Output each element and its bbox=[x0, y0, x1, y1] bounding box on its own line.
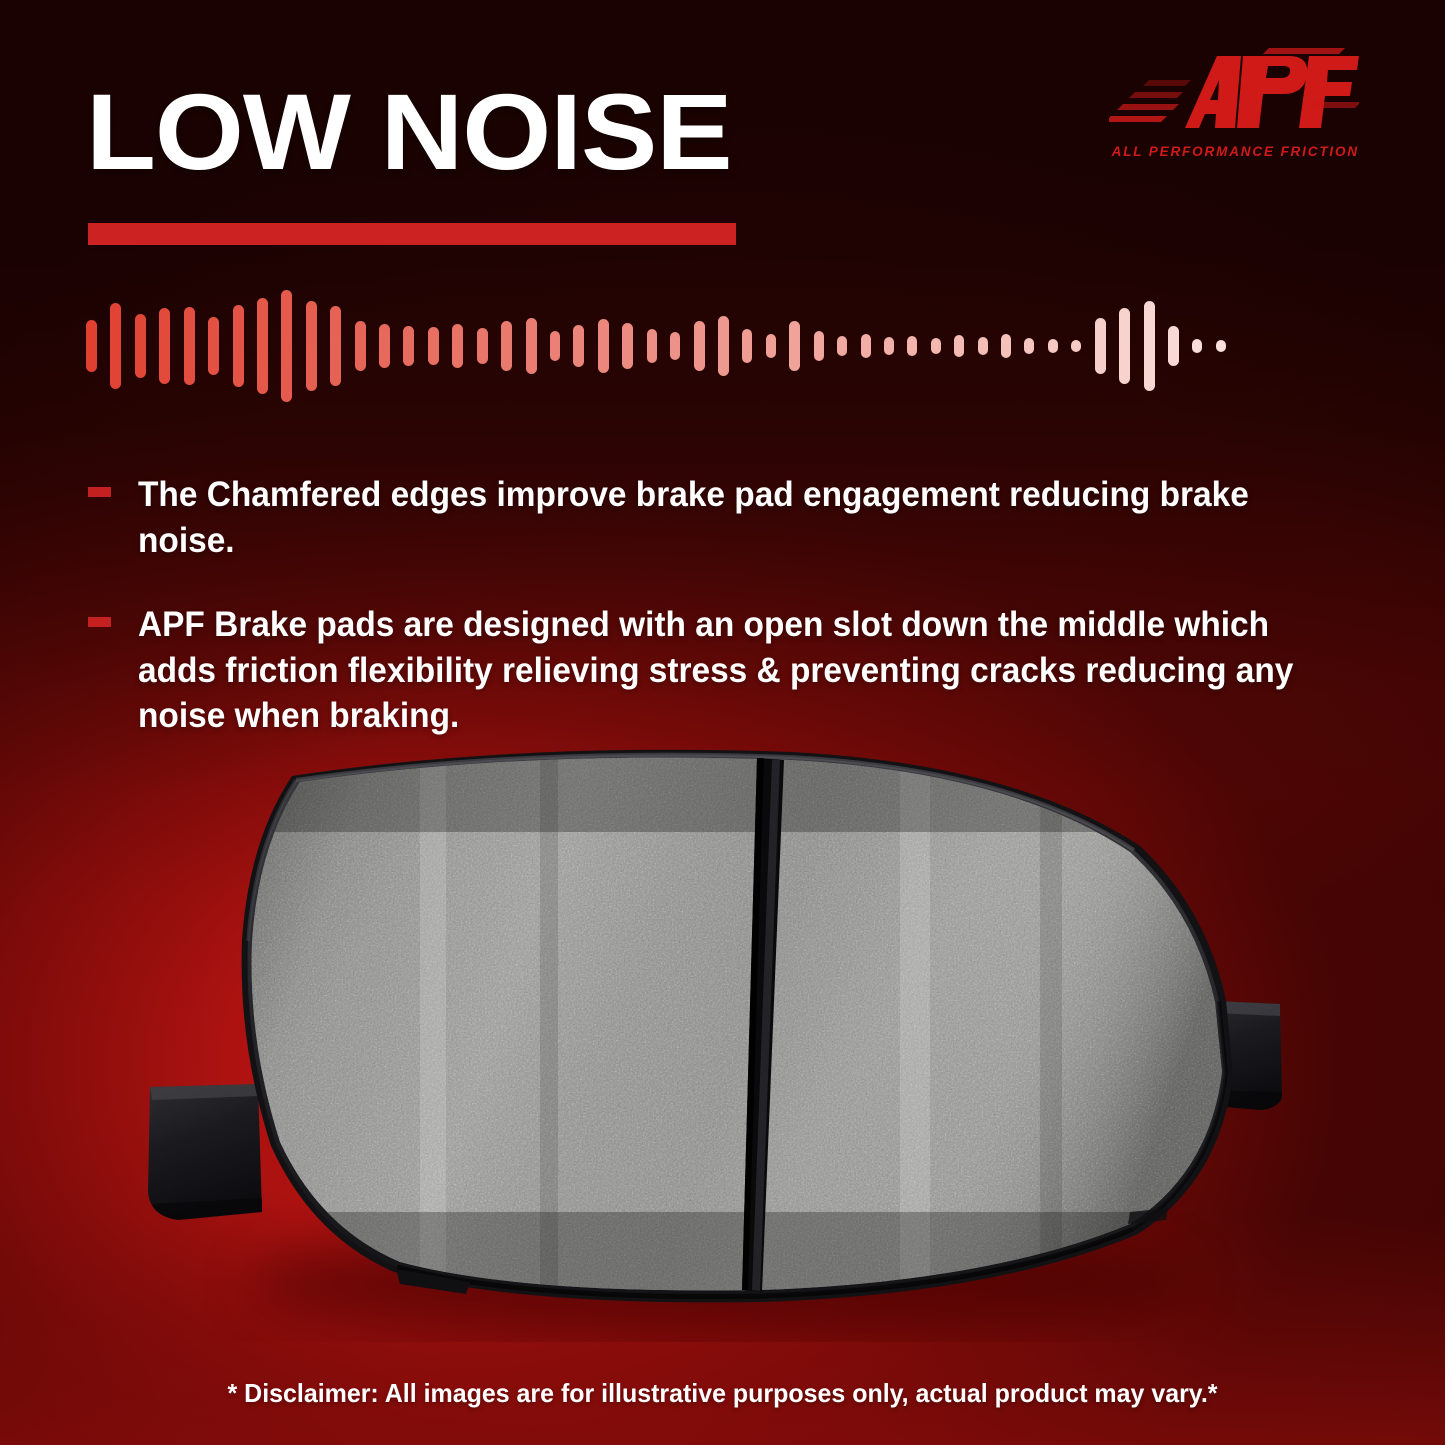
wave-bar bbox=[550, 331, 561, 361]
wave-bar bbox=[525, 318, 537, 374]
wave-bar bbox=[1192, 339, 1203, 353]
wave-bar bbox=[860, 334, 871, 358]
wave-bar bbox=[1167, 326, 1179, 366]
pad-center-slot bbox=[742, 758, 784, 1292]
pad-friction-surface bbox=[251, 757, 1223, 1291]
wave-bar bbox=[837, 336, 848, 356]
wave-bar bbox=[427, 327, 439, 365]
disclaimer-text: * Disclaimer: All images are for illustr… bbox=[227, 1378, 1218, 1408]
apf-logo-icon bbox=[1109, 48, 1359, 128]
wave-bar bbox=[765, 334, 776, 358]
brake-pad-illustration bbox=[148, 749, 1282, 1336]
wave-bar bbox=[789, 321, 801, 371]
wave-bar bbox=[134, 314, 146, 378]
wave-bar bbox=[208, 317, 220, 375]
wave-bar bbox=[183, 307, 195, 385]
wave-bar bbox=[232, 305, 244, 387]
pad-left-tab bbox=[148, 1084, 262, 1220]
wave-bar bbox=[670, 332, 681, 360]
wave-bar bbox=[330, 306, 342, 386]
wave-bar bbox=[110, 303, 122, 389]
wave-bar bbox=[742, 329, 753, 363]
list-item: The Chamfered edges improve brake pad en… bbox=[86, 472, 1376, 564]
wave-bar bbox=[907, 336, 918, 356]
wave-bar bbox=[1119, 308, 1131, 384]
wave-bar bbox=[403, 326, 415, 366]
wave-bar bbox=[1047, 339, 1058, 353]
dash-bullet-icon bbox=[88, 487, 111, 497]
wave-bar bbox=[452, 324, 464, 368]
wave-bar bbox=[354, 321, 366, 371]
brake-pad-image bbox=[0, 742, 1445, 1342]
wave-bar bbox=[646, 329, 657, 363]
wave-bar bbox=[1094, 318, 1106, 374]
wave-bar bbox=[501, 321, 513, 371]
wave-bar bbox=[1001, 334, 1012, 358]
wave-bar bbox=[1215, 340, 1226, 352]
wave-bar bbox=[622, 323, 634, 369]
wave-bar bbox=[954, 335, 965, 357]
title-accent-bar bbox=[88, 223, 736, 245]
wave-bar bbox=[573, 325, 585, 367]
wave-bar bbox=[977, 337, 988, 355]
wave-bar bbox=[1143, 301, 1155, 391]
page-title: LOW NOISE bbox=[86, 71, 733, 192]
wave-bar bbox=[281, 290, 293, 402]
wave-bar bbox=[883, 337, 894, 355]
feature-bullet-list: The Chamfered edges improve brake pad en… bbox=[86, 472, 1376, 777]
wave-bar bbox=[1071, 340, 1082, 352]
wave-bar bbox=[813, 331, 824, 361]
wave-bar bbox=[256, 298, 268, 394]
wave-bar bbox=[159, 308, 171, 384]
wave-bar bbox=[86, 320, 97, 372]
sound-wave-graphic bbox=[86, 290, 1226, 402]
wave-bar bbox=[930, 338, 941, 354]
wave-bar bbox=[476, 328, 488, 364]
wave-bar bbox=[305, 301, 317, 391]
list-item: APF Brake pads are designed with an open… bbox=[86, 602, 1376, 740]
wave-bar bbox=[693, 321, 705, 371]
logo-tagline: ALL PERFORMANCE FRICTION bbox=[1111, 144, 1359, 159]
bullet-text: The Chamfered edges improve brake pad en… bbox=[138, 475, 1249, 560]
wave-bar bbox=[597, 319, 609, 373]
bullet-text: APF Brake pads are designed with an open… bbox=[138, 604, 1294, 736]
wave-bar bbox=[717, 316, 729, 376]
wave-bar bbox=[379, 324, 391, 368]
dash-bullet-icon bbox=[88, 616, 111, 627]
apf-logo: ALL PERFORMANCE FRICTION bbox=[1109, 46, 1359, 166]
wave-bar bbox=[1024, 338, 1035, 354]
